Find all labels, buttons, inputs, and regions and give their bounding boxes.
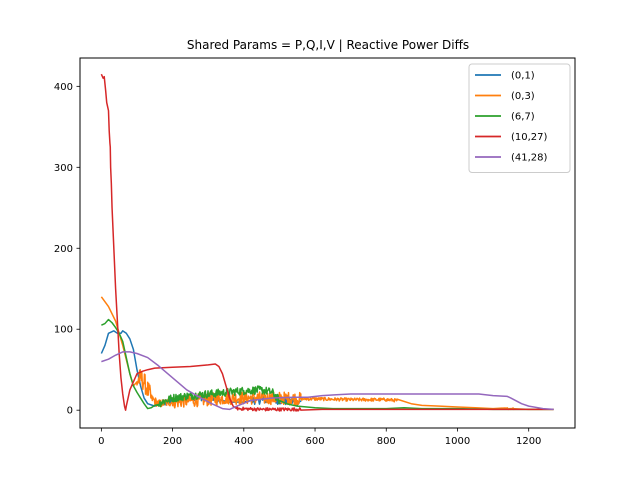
x-tick-label: 400 xyxy=(234,436,253,447)
y-tick-label: 0 xyxy=(67,406,73,417)
x-tick-label: 0 xyxy=(98,436,104,447)
y-tick-label: 300 xyxy=(54,163,73,174)
legend-label: (10,27) xyxy=(511,132,548,143)
y-tick-label: 400 xyxy=(54,82,73,93)
x-tick-label: 600 xyxy=(305,436,324,447)
legend-label: (0,3) xyxy=(511,91,535,102)
axis-ticks: 0 200 400 600 800 1000 1200 0 100 200 300 400 xyxy=(54,82,542,447)
legend-label: (41,28) xyxy=(511,153,548,164)
x-tick-label: 1000 xyxy=(445,436,470,447)
plot-frame xyxy=(79,57,576,429)
x-tick-label: 200 xyxy=(163,436,182,447)
legend-label: (0,1) xyxy=(511,71,535,82)
y-tick-label: 100 xyxy=(54,325,73,336)
series-line xyxy=(101,351,554,411)
legend: (0,1) (0,3) (6,7) (10,27) (41,28) xyxy=(468,63,571,173)
chart-title: Shared Params = P,Q,I,V | Reactive Power… xyxy=(187,38,469,52)
series-lines xyxy=(100,73,554,412)
legend-label: (6,7) xyxy=(511,112,535,123)
legend-box xyxy=(468,63,571,173)
x-tick-label: 800 xyxy=(377,436,396,447)
y-tick-label: 200 xyxy=(54,244,73,255)
series-line xyxy=(101,318,554,411)
x-tick-label: 1200 xyxy=(516,436,541,447)
series-line xyxy=(100,296,554,411)
